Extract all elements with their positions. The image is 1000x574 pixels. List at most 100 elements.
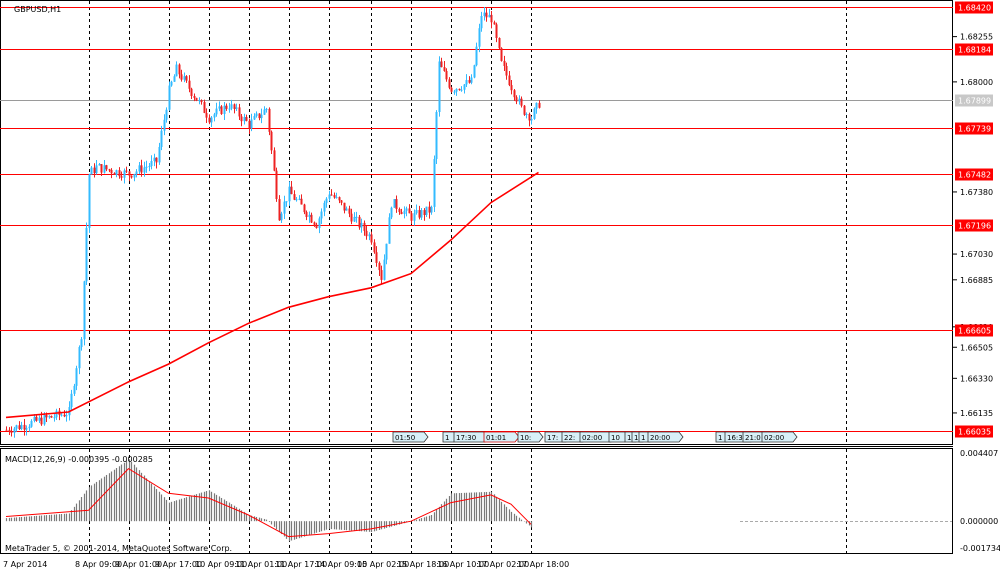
candle-body <box>358 216 361 228</box>
price-tick-label: 1.66505 <box>960 343 993 352</box>
candle-body <box>270 131 273 151</box>
candle-body <box>423 210 426 216</box>
candle-body <box>248 120 251 129</box>
candle-body <box>483 12 486 16</box>
time-tick-label: 8 Apr 09:00 <box>75 560 122 569</box>
candle-body <box>375 252 378 263</box>
candle-body <box>218 106 221 109</box>
candle-body <box>330 194 333 196</box>
candle-body <box>475 46 478 66</box>
candle-body <box>408 208 411 214</box>
candle-body <box>448 79 451 88</box>
candle-body <box>275 170 278 200</box>
candle-body <box>373 242 376 253</box>
candle-body <box>118 170 121 177</box>
moving-average-line <box>5 171 539 419</box>
candle-body <box>185 76 188 81</box>
candle-body <box>410 213 413 221</box>
time-tick-label: 16 Apr 10:00 <box>437 560 489 569</box>
candle-body <box>180 74 183 80</box>
candle-body <box>40 417 43 425</box>
candle-body <box>428 206 431 213</box>
candle-body <box>508 75 511 86</box>
candle-body <box>298 198 301 200</box>
candle-body <box>28 426 31 429</box>
candles <box>5 7 541 438</box>
event-badge <box>483 431 520 443</box>
event-label: 1 <box>627 434 631 442</box>
candle-body <box>100 164 103 173</box>
candle-body <box>120 176 123 178</box>
candle-body <box>470 77 473 83</box>
candle-body <box>380 270 383 280</box>
candle-body <box>133 174 136 178</box>
candle-body <box>148 166 151 168</box>
candle-body <box>125 170 128 172</box>
current-price-label: 1.67899 <box>958 97 991 106</box>
event-label: 02:00 <box>582 434 602 442</box>
price-tick-label: 1.67030 <box>960 250 993 259</box>
candle-body <box>490 14 493 23</box>
candle-body <box>440 61 443 68</box>
candle-body <box>203 102 206 113</box>
level-label-bg <box>955 219 993 232</box>
level-labels: 1.68420 1.68184 1.67739 1.67482 1.67196 1.666… <box>955 1 993 438</box>
event-label: 1 <box>634 434 638 442</box>
candle-body <box>160 130 163 147</box>
candle-body <box>208 117 211 123</box>
time-tick-label: 17 Apr 18:00 <box>517 560 569 569</box>
macd-axis: 0.004407 0.000000 -0.001734 <box>960 449 1000 553</box>
candle-body <box>535 102 538 109</box>
candle-body <box>300 198 303 205</box>
candle-body <box>173 76 176 82</box>
candle-body <box>493 22 496 25</box>
candle-body <box>313 222 316 225</box>
candle-body <box>430 206 433 213</box>
candle-body <box>425 206 428 216</box>
event-badge <box>392 431 429 443</box>
candle-body <box>520 98 523 106</box>
candle-body <box>495 24 498 39</box>
candle-body <box>485 12 488 18</box>
candle-body <box>393 199 396 208</box>
candle-body <box>103 165 106 173</box>
candle-body <box>350 213 353 222</box>
candle-body <box>415 210 418 214</box>
candle-body <box>215 108 218 115</box>
event-label: 17: <box>547 434 558 442</box>
candle-body <box>365 230 368 237</box>
candle-body <box>10 431 13 433</box>
candle-body <box>443 67 446 72</box>
candle-body <box>210 117 213 123</box>
price-tick-label: 1.68000 <box>960 78 993 87</box>
candle-body <box>220 106 223 115</box>
candle-body <box>243 117 246 122</box>
event-badge <box>517 431 544 443</box>
candle-body <box>445 71 448 80</box>
candle-body <box>130 175 133 178</box>
candle-body <box>85 227 88 282</box>
candle-body <box>368 234 371 237</box>
candle-body <box>33 416 36 421</box>
candle-body <box>335 197 338 199</box>
candle-body <box>38 417 41 421</box>
level-label: 1.67482 <box>958 171 991 180</box>
candle-body <box>168 85 171 110</box>
candle-body <box>390 207 393 218</box>
candle-body <box>395 199 398 210</box>
candle-body <box>400 211 403 215</box>
vertical-gridlines <box>89 1 847 553</box>
time-tick-label: 11 Apr 17:00 <box>275 560 327 569</box>
candle-body <box>128 171 131 176</box>
event-label: 1 <box>641 434 645 442</box>
event-badge <box>647 431 684 443</box>
candle-body <box>188 80 191 89</box>
candle-body <box>8 429 11 432</box>
candle-body <box>80 339 83 348</box>
candle-body <box>465 80 468 85</box>
candle-body <box>525 114 528 116</box>
candle-body <box>450 87 453 92</box>
candle-body <box>283 201 286 214</box>
candle-body <box>528 114 531 121</box>
